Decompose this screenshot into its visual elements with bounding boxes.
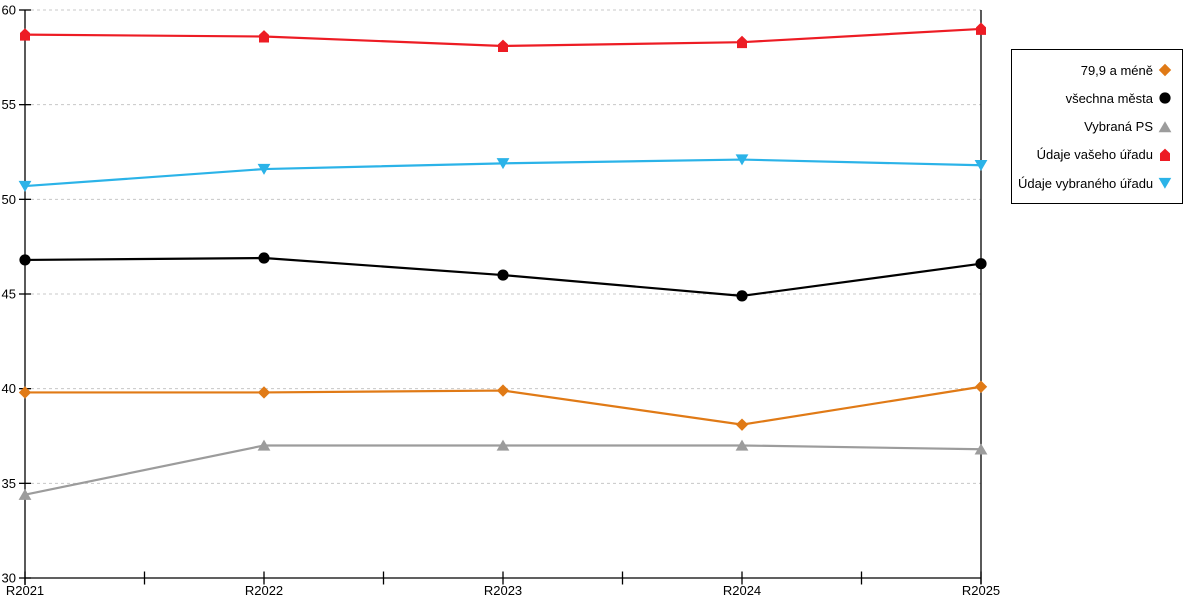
legend-item-79-9-a-mene: 79,9 a méně [1018, 56, 1172, 84]
triangle-up-marker-icon [974, 443, 988, 455]
y-tick-label-45: 45 [2, 287, 16, 302]
circle-marker-icon [975, 258, 987, 270]
point-udaje-vaseho-uradu-r2025 [976, 22, 986, 35]
legend: 79,9 a méně všechna města Vybraná PS Údaje … [1011, 49, 1183, 204]
point-vsechna-mesta-r2024 [736, 290, 748, 302]
point-udaje-vybraneho-uradu-r2025 [974, 160, 988, 172]
diamond-marker-icon [257, 386, 271, 399]
triangle-down-marker-icon [974, 160, 988, 172]
pentagon-marker-icon [737, 35, 747, 49]
y-tick-label-60: 60 [2, 3, 16, 18]
y-tick-label-50: 50 [2, 192, 16, 207]
point-udaje-vaseho-uradu-r2024 [737, 35, 747, 49]
y-tick-label-30: 30 [2, 571, 16, 586]
triangle-down-icon [1158, 177, 1172, 189]
legend-item-vsechna-mesta: všechna města [1018, 84, 1172, 112]
point-vybrana-ps-r2021 [18, 488, 32, 500]
circle-marker-icon [736, 290, 748, 302]
legend-marker-triangle-down-icon [1158, 177, 1172, 189]
point-udaje-vaseho-uradu-r2022 [259, 30, 269, 43]
triangle-up-marker-icon [496, 439, 510, 451]
legend-item-udaje-vybraneho-uradu: Údaje vybraného úřadu [1018, 169, 1172, 197]
point-vybrana-ps-r2022 [257, 439, 271, 451]
diamond-icon [1158, 63, 1172, 77]
point-79-9-a-mene-r2021 [18, 386, 32, 399]
x-tick-label-r2025: R2025 [962, 583, 1000, 598]
legend-item-udaje-vaseho-uradu: Údaje vašeho úřadu [1018, 141, 1172, 169]
pentagon-marker-icon [498, 39, 508, 52]
circle-marker-icon [258, 252, 270, 264]
legend-marker-circle-icon [1159, 92, 1171, 104]
point-79-9-a-mene-r2023 [496, 384, 510, 397]
series-line-vybrana-ps [24, 444, 982, 496]
triangle-up-marker-icon [257, 439, 271, 451]
triangle-down-marker-icon [18, 180, 32, 192]
legend-label: Údaje vašeho úřadu [1036, 147, 1153, 163]
triangle-down-marker-icon [496, 158, 510, 170]
point-vybrana-ps-r2025 [974, 443, 988, 455]
point-udaje-vybraneho-uradu-r2022 [257, 163, 271, 175]
circle-marker-icon [19, 254, 31, 266]
point-udaje-vaseho-uradu-r2021 [20, 28, 30, 41]
pentagon-icon [1160, 148, 1170, 161]
point-vsechna-mesta-r2022 [258, 252, 270, 264]
legend-marker-triangle-up-icon [1158, 120, 1172, 132]
triangle-down-marker-icon [257, 163, 271, 175]
triangle-up-marker-icon [735, 439, 749, 451]
circle-icon [1159, 92, 1171, 104]
point-vsechna-mesta-r2025 [975, 258, 987, 270]
point-udaje-vybraneho-uradu-r2023 [496, 158, 510, 170]
pentagon-marker-icon [20, 28, 30, 41]
point-vsechna-mesta-r2021 [19, 254, 31, 266]
diamond-marker-icon [18, 386, 32, 399]
x-tick-label-r2024: R2024 [723, 583, 761, 598]
point-79-9-a-mene-r2022 [257, 386, 271, 399]
diamond-marker-icon [974, 380, 988, 393]
point-udaje-vybraneho-uradu-r2021 [18, 180, 32, 192]
point-udaje-vybraneho-uradu-r2024 [735, 154, 749, 166]
pentagon-marker-icon [976, 22, 986, 35]
triangle-down-marker-icon [735, 154, 749, 166]
point-vybrana-ps-r2023 [496, 439, 510, 451]
y-tick-label-40: 40 [2, 381, 16, 396]
point-vybrana-ps-r2024 [735, 439, 749, 451]
point-vsechna-mesta-r2023 [497, 269, 509, 281]
circle-marker-icon [497, 269, 509, 281]
point-79-9-a-mene-r2024 [735, 418, 749, 431]
legend-marker-pentagon-icon [1160, 148, 1170, 161]
y-tick-label-55: 55 [2, 97, 16, 112]
legend-item-vybrana-ps: Vybraná PS [1018, 113, 1172, 141]
diamond-marker-icon [496, 384, 510, 397]
legend-label: všechna města [1065, 90, 1153, 106]
legend-label: Vybraná PS [1084, 119, 1153, 134]
triangle-up-icon [1158, 120, 1172, 132]
x-tick-label-r2021: R2021 [6, 583, 44, 598]
legend-label: 79,9 a méně [1080, 62, 1153, 78]
diamond-marker-icon [735, 418, 749, 431]
legend-label: Údaje vybraného úřadu [1018, 175, 1154, 191]
point-udaje-vaseho-uradu-r2023 [498, 39, 508, 52]
legend-marker-diamond-icon [1158, 63, 1172, 77]
triangle-up-marker-icon [18, 488, 32, 500]
pentagon-marker-icon [259, 30, 269, 43]
x-tick-label-r2023: R2023 [484, 583, 522, 598]
x-tick-label-r2022: R2022 [245, 583, 283, 598]
y-tick-label-35: 35 [2, 476, 16, 491]
point-79-9-a-mene-r2025 [974, 380, 988, 393]
